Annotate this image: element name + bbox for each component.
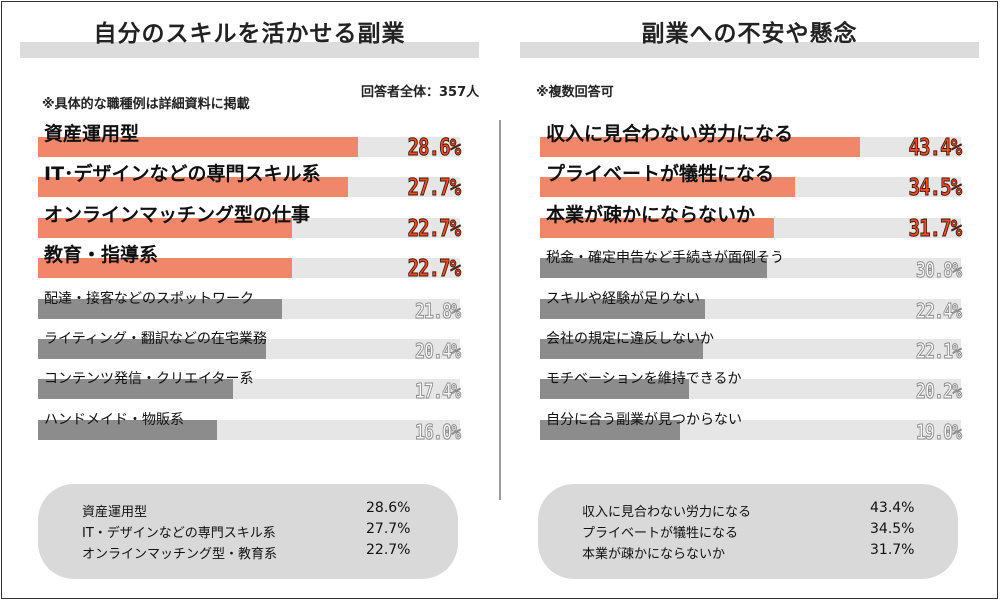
- bar-category-label: ハンドメイド・物販系: [44, 411, 184, 428]
- summary-value: 34.5%: [870, 521, 915, 537]
- bar-category-label: プライベートが犠牲になる: [546, 163, 775, 186]
- bar: [540, 419, 681, 440]
- summary-value: 31.7%: [870, 542, 915, 558]
- summary-label: IT・デザインなどの専門スキル系: [82, 526, 276, 541]
- bar-category-label: モチベーションを維持できるか: [546, 371, 742, 388]
- bar-row: 本業が疎かにならないか 31.7%: [540, 202, 962, 242]
- bar: [38, 379, 233, 400]
- bar-row: 自分に合う副業が見つからない 19.0%: [540, 404, 962, 444]
- bar-value-label: 28.6%: [407, 135, 461, 162]
- bar-category-label: スキルや経験が足りない: [546, 290, 700, 307]
- bar: [540, 379, 690, 400]
- bar-row: 会社の規定に違反しないか 22.1%: [540, 323, 962, 364]
- bar-category-label: 収入に見合わない労力になる: [546, 123, 794, 145]
- bar: [38, 419, 218, 440]
- summary-value: 43.4%: [870, 500, 915, 516]
- bar-category-label: 配達・接客などのスポットワーク: [44, 290, 254, 307]
- bar-category-label: オンラインマッチング型の仕事: [44, 203, 311, 226]
- bar-category-label: 自分に合う副業が見つからない: [546, 411, 742, 428]
- bar: [540, 177, 795, 198]
- right-summary-box: 収入に見合わない労力になる 43.4% プライベートが犠牲になる 34.5% 本…: [538, 484, 958, 579]
- bar-row: IT･デザインなどの専門スキル系 27.7%: [38, 161, 461, 202]
- bar: [540, 137, 861, 157]
- bar-row: 配達・接客などのスポットワーク 21.8%: [38, 283, 461, 323]
- bar-row: スキルや経験が足りない 22.4%: [540, 283, 962, 323]
- right-note: ※複数回答可: [536, 85, 614, 100]
- bar-value-label: 22.7%: [407, 215, 461, 242]
- summary-label: 収入に見合わない労力になる: [582, 505, 752, 520]
- bar-category-label: 本業が疎かにならないか: [546, 203, 756, 226]
- bar: [540, 258, 768, 279]
- bar-value-label: 20.2%: [915, 379, 962, 404]
- bar-category-label: コンテンツ発信・クリエイター系: [44, 371, 254, 388]
- bar: [38, 339, 267, 359]
- bar-value-label: 21.8%: [414, 298, 461, 323]
- bar-value-label: 34.5%: [908, 175, 962, 202]
- bar-value-label: 22.1%: [915, 339, 962, 364]
- bar-row: コンテンツ発信・クリエイター系 17.4%: [38, 363, 461, 404]
- bar-value-label: 30.8%: [915, 258, 962, 283]
- respondents-count: 回答者全体：357人: [361, 85, 480, 100]
- center-divider: [499, 120, 501, 500]
- bar: [540, 298, 706, 319]
- bar-value-label: 27.7%: [407, 175, 461, 202]
- bar: [38, 137, 359, 157]
- summary-label: 資産運用型: [82, 505, 148, 520]
- bar: [38, 258, 293, 279]
- bar-value-label: 31.7%: [908, 215, 962, 242]
- bar: [540, 339, 704, 359]
- left-title-band: [20, 42, 479, 58]
- left-summary-box: 資産運用型 28.6% IT・デザインなどの専門スキル系 27.7% オンライン…: [38, 484, 458, 579]
- bar-category-label: 教育・指導系: [44, 244, 159, 267]
- bar-category-label: ライティング・翻訳などの在宅業務: [44, 331, 267, 347]
- bar-row: ハンドメイド・物販系 16.0%: [38, 404, 461, 444]
- bar-row: 教育・指導系 22.7%: [38, 242, 461, 283]
- bar-value-label: 16.0%: [414, 419, 461, 444]
- bar-category-label: 税金・確定申告など手続きが面倒そう: [546, 250, 784, 267]
- summary-value: 22.7%: [366, 542, 411, 558]
- bar-row: プライベートが犠牲になる 34.5%: [540, 161, 962, 202]
- bar-category-label: 会社の規定に違反しないか: [546, 331, 714, 347]
- bar-row: 税金・確定申告など手続きが面倒そう 30.8%: [540, 242, 962, 283]
- right-chart-title: 副業への不安や懸念: [641, 21, 858, 47]
- bar: [38, 217, 293, 238]
- bar-row: 収入に見合わない労力になる 43.4%: [540, 121, 962, 162]
- bar: [38, 177, 349, 198]
- summary-value: 27.7%: [366, 521, 411, 537]
- summary-label: プライベートが犠牲になる: [582, 526, 739, 541]
- bar-value-label: 17.4%: [414, 379, 461, 404]
- bar-row: オンラインマッチング型の仕事 22.7%: [38, 202, 461, 242]
- bar-row: 資産運用型 28.6%: [38, 121, 461, 162]
- summary-value: 28.6%: [366, 500, 411, 516]
- bar-row: モチベーションを維持できるか 20.2%: [540, 363, 962, 404]
- bar: [540, 217, 774, 238]
- right-title-band: [520, 42, 979, 58]
- bar-category-label: 資産運用型: [44, 123, 140, 145]
- summary-label: 本業が疎かにならないか: [582, 547, 726, 562]
- summary-label: オンラインマッチング型・教育系: [82, 547, 278, 562]
- bar-value-label: 22.4%: [915, 298, 962, 323]
- left-chart-title: 自分のスキルを活かせる副業: [93, 21, 406, 47]
- bar-value-label: 22.7%: [407, 256, 461, 283]
- bar-value-label: 43.4%: [908, 135, 962, 162]
- bar-category-label: IT･デザインなどの専門スキル系: [44, 163, 321, 186]
- bar-value-label: 20.4%: [414, 339, 461, 364]
- bar-value-label: 19.0%: [915, 419, 962, 444]
- bar-row: ライティング・翻訳などの在宅業務 20.4%: [38, 323, 461, 364]
- bar: [38, 298, 283, 319]
- left-note: ※具体的な職種例は詳細資料に掲載: [42, 97, 250, 112]
